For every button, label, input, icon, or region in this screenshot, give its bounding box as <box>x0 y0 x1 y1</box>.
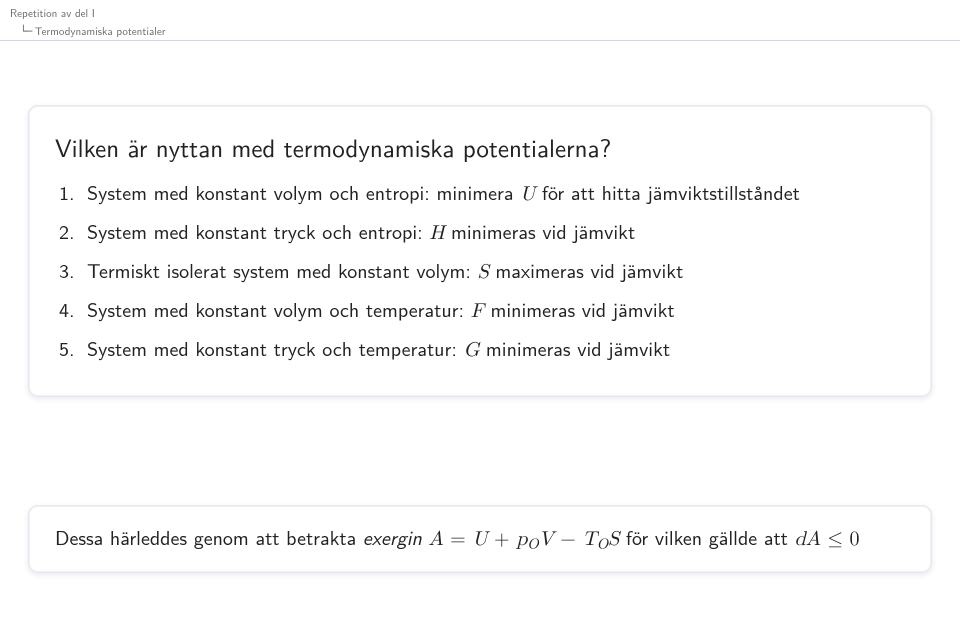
list-item: System med konstant tryck och entropi: H… <box>55 218 905 247</box>
item-var: F <box>471 301 484 321</box>
note-O1: O <box>527 537 538 552</box>
item-pre: System med konstant volym och temperatur… <box>87 295 471 324</box>
note-A: A <box>429 529 444 549</box>
item-post: minimeras vid jämvikt <box>484 295 675 324</box>
note-pre: Dessa härleddes genom att betrakta <box>55 523 363 552</box>
item-var: G <box>464 340 480 360</box>
note-zero: 0 <box>850 529 860 549</box>
list-item: System med konstant tryck och temperatur… <box>55 335 905 364</box>
breadcrumb-line-2-text: Termodynamiska potentialer <box>35 23 166 39</box>
elbow-icon: └─ <box>20 25 31 38</box>
main-box: Vilken är nyttan med termodynamiska pote… <box>28 105 932 397</box>
item-pre: System med konstant volym och entropi: m… <box>87 178 520 207</box>
note-le: ≤ <box>821 529 850 549</box>
note-box: Dessa härleddes genom att betrakta exerg… <box>28 505 932 573</box>
note-text: Dessa härleddes genom att betrakta exerg… <box>55 524 905 554</box>
item-var: U <box>520 184 535 204</box>
item-var: S <box>478 262 489 282</box>
list-item: System med konstant volym och entropi: m… <box>55 179 905 208</box>
item-list: System med konstant volym och entropi: m… <box>55 179 905 364</box>
header-rule <box>0 40 960 41</box>
note-S: S <box>608 529 619 549</box>
note-V: V <box>539 529 554 549</box>
breadcrumb-line-1: Repetition av del I <box>10 5 166 21</box>
item-var: H <box>429 223 444 243</box>
breadcrumb: Repetition av del I └─ Termodynamiska po… <box>10 5 166 39</box>
note-eq: = <box>444 529 473 549</box>
note-U: U <box>472 529 487 549</box>
item-pre: System med konstant tryck och temperatur… <box>87 334 464 363</box>
note-minus: − <box>554 529 583 549</box>
note-O2: O <box>597 537 608 552</box>
item-post: minimeras vid jämvikt <box>479 334 670 363</box>
note-post1: för vilken gällde att <box>619 523 794 552</box>
item-pre: Termiskt isolerat system med konstant vo… <box>87 256 478 285</box>
note-p: p <box>516 529 527 549</box>
item-post: minimeras vid jämvikt <box>444 217 635 246</box>
note-T: T <box>582 529 596 549</box>
item-post: för att hitta jämviktstillståndet <box>535 178 800 207</box>
box-title: Vilken är nyttan med termodynamiska pote… <box>55 128 905 165</box>
item-post: maximeras vid jämvikt <box>489 256 684 285</box>
slide: Repetition av del I └─ Termodynamiska po… <box>0 0 960 625</box>
item-pre: System med konstant tryck och entropi: <box>87 217 429 246</box>
note-dA: dA <box>795 529 821 549</box>
note-exergin: exergin <box>363 523 422 552</box>
note-plus1: + <box>487 529 516 549</box>
breadcrumb-line-2: └─ Termodynamiska potentialer <box>10 23 166 39</box>
list-item: Termiskt isolerat system med konstant vo… <box>55 257 905 286</box>
list-item: System med konstant volym och temperatur… <box>55 296 905 325</box>
